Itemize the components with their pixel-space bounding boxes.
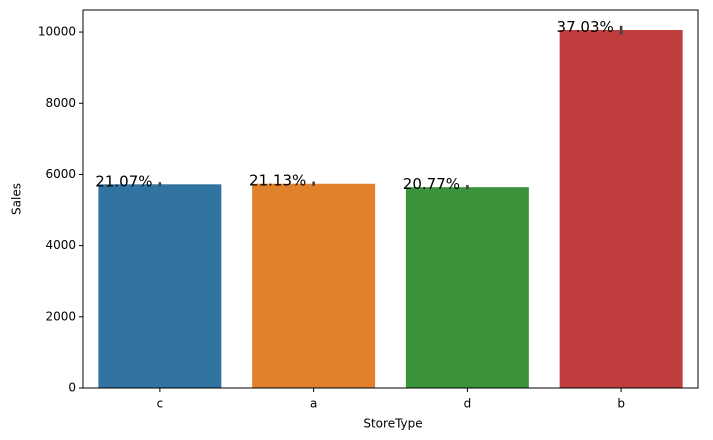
bar-annotation: 37.03% <box>557 18 614 36</box>
x-tick-label: a <box>310 397 317 411</box>
bar-annotation: 21.13% <box>249 172 306 190</box>
plot-frame <box>82 9 699 389</box>
x-tick-label: c <box>157 397 164 411</box>
y-tick-label: 8000 <box>45 96 76 110</box>
bar <box>405 187 529 388</box>
y-tick-label: 2000 <box>45 309 76 323</box>
bar <box>559 30 683 389</box>
y-tick-label: 4000 <box>45 238 76 252</box>
y-tick-label: 0 <box>68 381 76 395</box>
bar <box>98 184 222 388</box>
y-tick-label: 10000 <box>38 25 76 39</box>
bar <box>252 183 376 388</box>
y-tick-label: 6000 <box>45 167 76 181</box>
bar-annotation: 20.77% <box>403 175 460 193</box>
bar-annotation: 21.07% <box>95 172 152 190</box>
x-tick-label: b <box>617 397 625 411</box>
x-axis-label: StoreType <box>363 417 422 431</box>
y-axis-label: Sales <box>10 183 24 215</box>
x-tick-label: d <box>464 397 472 411</box>
